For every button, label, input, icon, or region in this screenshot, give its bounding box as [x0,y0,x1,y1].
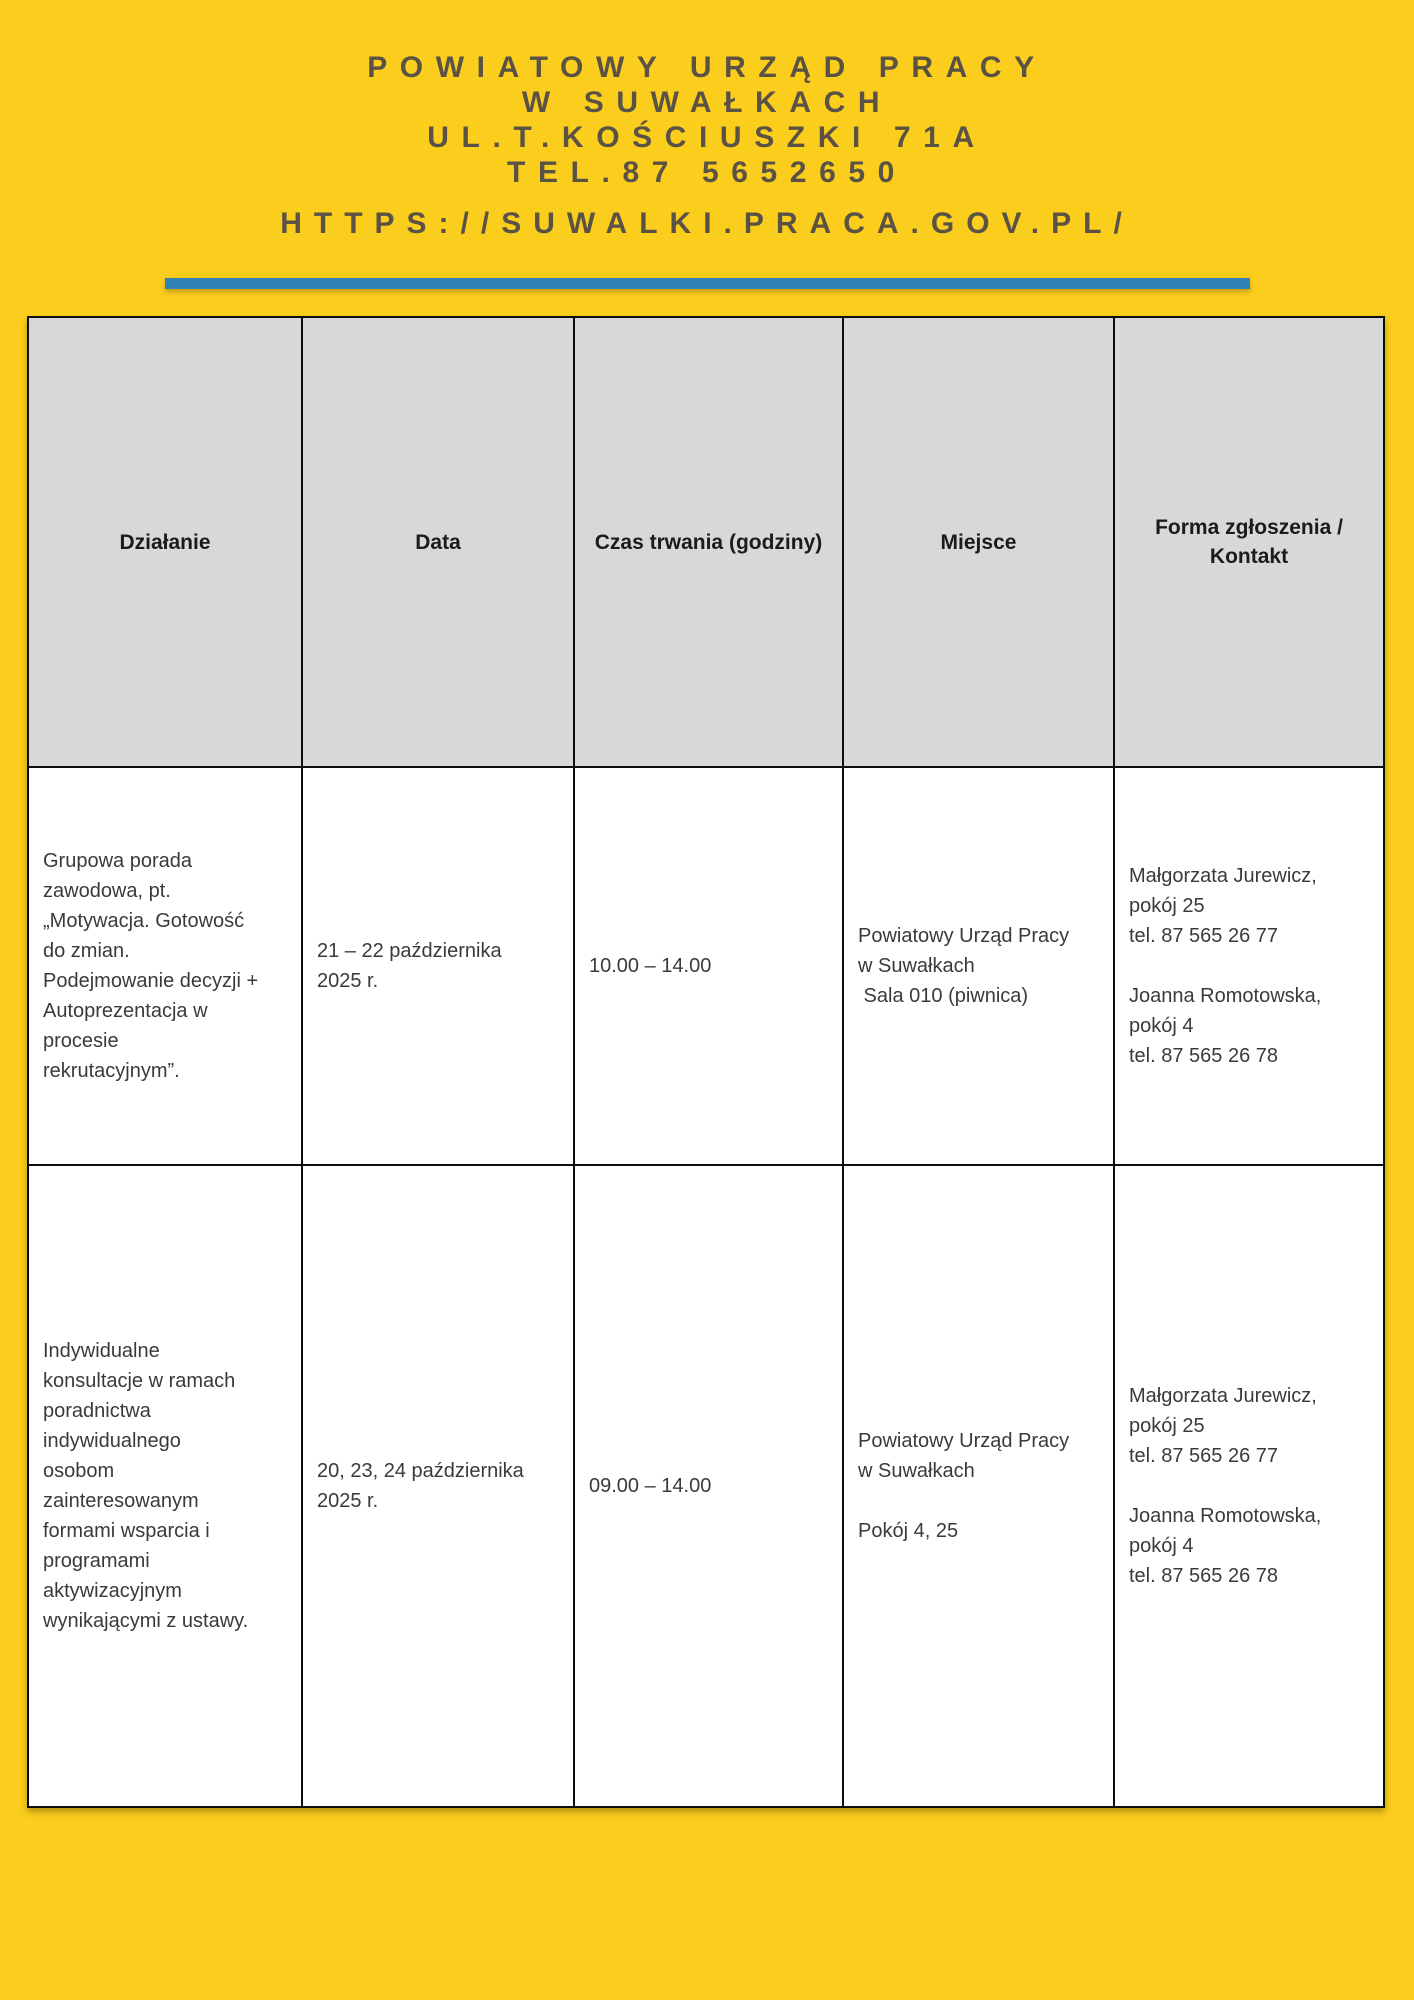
cell-data: 21 – 22 października 2025 r. [301,766,575,1166]
org-name-line-2: W SUWAŁKACH [521,86,893,119]
cell-kontakt: Małgorzata Jurewicz, pokój 25 tel. 87 56… [1113,766,1385,1166]
paragraph: Pokój 4, 25 [858,1520,959,1542]
org-phone-line: TEL.87 5652650 [507,156,907,189]
table-row-grupowa-porada: Grupowa porada zawodowa, pt. „Motywacja.… [27,766,1385,1166]
org-website-url: HTTPS://SUWALKI.PRACA.GOV.PL/ [280,207,1134,240]
cell-data: 20, 23, 24 października 2025 r. [301,1164,575,1808]
header-row: Działanie Data Czas trwania (godziny) Mi… [27,316,1385,768]
column-header-data: Data [301,316,575,768]
schedule-table: Działanie Data Czas trwania (godziny) Mi… [27,316,1385,1808]
table-row-indywidualne-konsultacje: Indywidualne konsultacje w ramach poradn… [27,1164,1385,1808]
org-name-line-1: POWIATOWY URZĄD PRACY [367,51,1047,84]
cell-czas: 10.00 – 14.00 [573,766,844,1166]
divider-bar [164,278,1250,289]
paragraph: Joanna Romotowska, pokój 4 tel. 87 565 2… [1129,985,1322,1067]
cell-miejsce: Powiatowy Urząd Pracy w Suwałkach Sala 0… [842,766,1115,1166]
paragraph: Małgorzata Jurewicz, pokój 25 tel. 87 56… [1129,1385,1317,1467]
column-header-forma-zgloszenia: Forma zgłoszenia / Kontakt [1113,316,1385,768]
cell-kontakt: Małgorzata Jurewicz, pokój 25 tel. 87 56… [1113,1164,1385,1808]
schedule-table-header: Działanie Data Czas trwania (godziny) Mi… [27,316,1385,768]
paragraph: Joanna Romotowska, pokój 4 tel. 87 565 2… [1129,1505,1322,1587]
paragraph: Powiatowy Urząd Pracy w Suwałkach Sala 0… [858,925,1070,1007]
paragraph: Powiatowy Urząd Pracy w Suwałkach [858,1430,1070,1482]
cell-dzialanie: Indywidualne konsultacje w ramach poradn… [27,1164,303,1808]
column-header-czas-trwania: Czas trwania (godziny) [573,316,844,768]
cell-miejsce: Powiatowy Urząd Pracy w Suwałkach Pokój 4… [842,1164,1115,1808]
column-header-miejsce: Miejsce [842,316,1115,768]
letterhead: POWIATOWY URZĄD PRACY W SUWAŁKACH UL.T.K… [0,0,1414,241]
cell-dzialanie: Grupowa porada zawodowa, pt. „Motywacja.… [27,766,303,1166]
schedule-table-body: Grupowa porada zawodowa, pt. „Motywacja.… [27,766,1385,1808]
paragraph: Małgorzata Jurewicz, pokój 25 tel. 87 56… [1129,865,1317,947]
column-header-dzialanie: Działanie [27,316,303,768]
org-address-line: UL.T.KOŚCIUSZKI 71A [427,121,987,154]
cell-czas: 09.00 – 14.00 [573,1164,844,1808]
